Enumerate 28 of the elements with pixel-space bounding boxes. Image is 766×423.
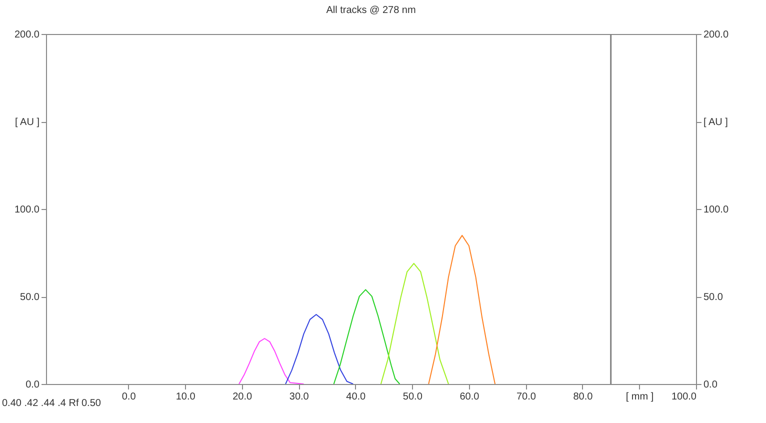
x-tick-label: 10.0: [176, 392, 196, 402]
x-tick-label: [ mm ]: [626, 392, 654, 402]
line-series: [428, 234, 496, 384]
y-tick-label: 50.0: [20, 292, 40, 303]
x-tick-label: 100.0: [671, 392, 697, 402]
y-tick-label: [ AU ]: [15, 117, 40, 128]
line-series: [238, 338, 304, 384]
y2-tick-label: 0.0: [704, 380, 718, 390]
x-tick-label: 20.0: [232, 392, 253, 402]
y-tick-label: 0.0: [26, 380, 40, 390]
line-series: [333, 289, 400, 384]
x-tick-label: 70.0: [516, 392, 536, 402]
text: 0.40 .42 .44 .4 Rf 0.50: [2, 398, 102, 409]
chart-title: All tracks @ 278 nm: [326, 5, 416, 16]
x-tick-label: 80.0: [573, 392, 594, 402]
x-tick-label: 50.0: [402, 392, 423, 402]
y-tick-label: 100.0: [14, 204, 40, 216]
y-tick-label: 200.0: [14, 30, 40, 40]
y2-tick-label: 100.0: [704, 204, 729, 216]
x-tick-label: 60.0: [460, 392, 480, 402]
y2-tick-label: 50.0: [704, 292, 724, 303]
line-series: [380, 262, 449, 384]
y2-tick-label: 200.0: [704, 30, 729, 40]
x-tick-label: 30.0: [289, 392, 310, 402]
y2-tick-label: [ AU ]: [704, 117, 728, 128]
x-tick-label: 0.0: [122, 392, 136, 402]
x-tick-label: 40.0: [346, 392, 366, 402]
line-series: [285, 314, 354, 384]
